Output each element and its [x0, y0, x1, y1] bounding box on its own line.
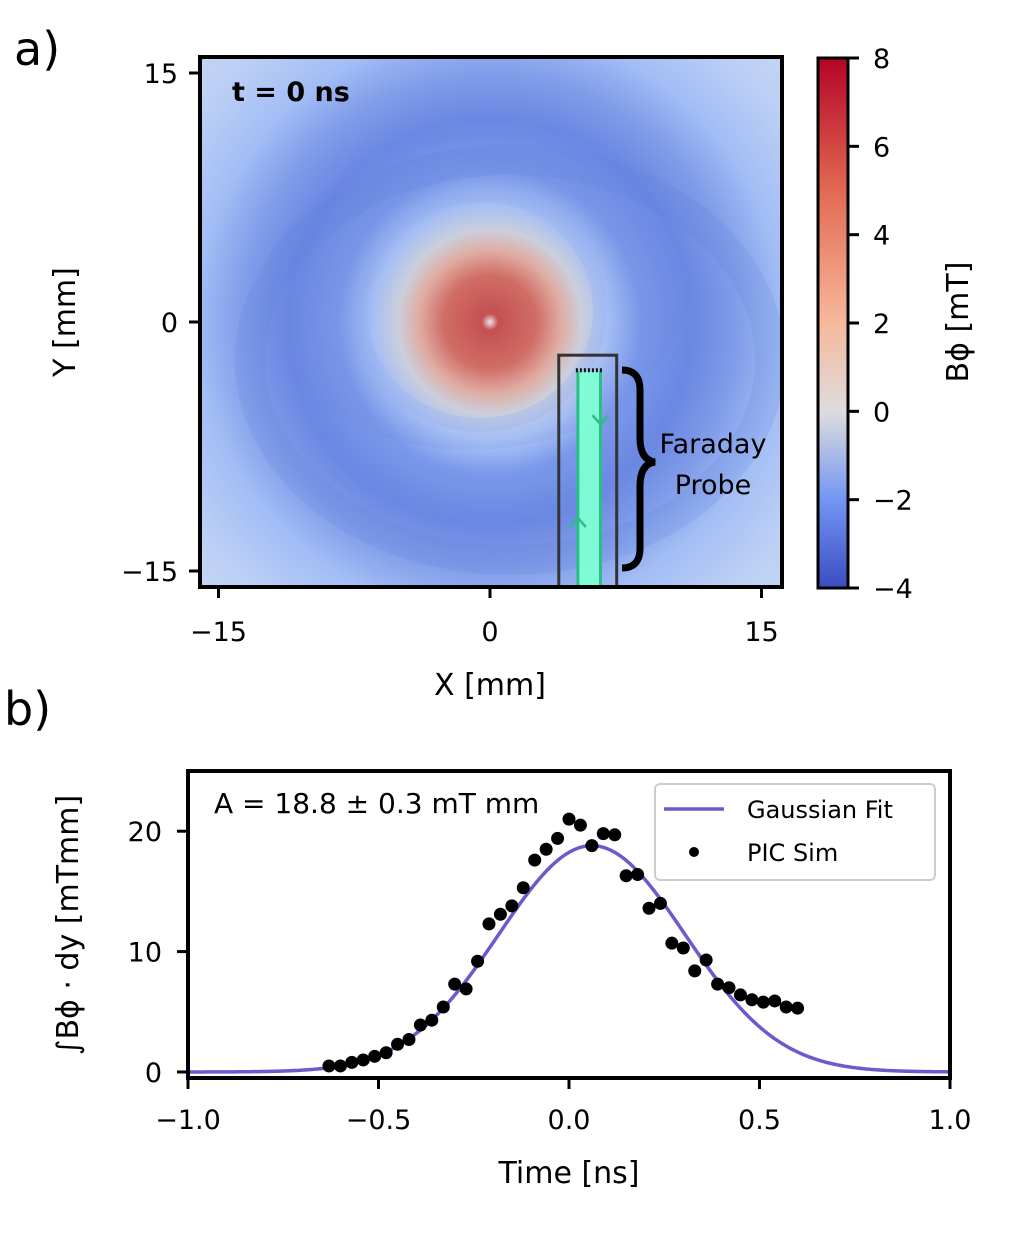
line-plot-x-tick-label: −0.5 [346, 1105, 412, 1136]
colorbar-tick-label: 0 [873, 397, 890, 428]
legend-pic-label: PIC Sim [747, 839, 838, 867]
pic-sim-point [642, 901, 656, 915]
pic-sim-point [391, 1037, 405, 1051]
pic-sim-point [608, 828, 622, 842]
panel-a-label: a) [14, 22, 60, 76]
pic-sim-point [733, 988, 747, 1002]
pic-sim-point [505, 899, 519, 913]
heatmap-x-tick-label: −15 [190, 617, 247, 648]
probe-arrow-down-icon [591, 414, 610, 427]
line-plot-x-tick-label: −1.0 [155, 1105, 221, 1136]
pic-sim-point [528, 853, 542, 867]
line-plot-x-ticks: −1.0 −0.5 0.0 0.5 1.0 [155, 1078, 971, 1136]
pic-sim-points [322, 812, 805, 1073]
pic-sim-point [345, 1055, 359, 1069]
colorbar-tick-label: −4 [873, 574, 913, 605]
line-plot-x-tick-label: 0.5 [738, 1105, 781, 1136]
pic-sim-point [665, 936, 679, 950]
pic-sim-point [539, 842, 553, 856]
legend: Gaussian Fit PIC Sim [654, 783, 936, 881]
pic-sim-point [551, 831, 565, 845]
pic-sim-point [676, 941, 690, 955]
line-plot-x-tick-label: 1.0 [929, 1105, 972, 1136]
colorbar-tick-label: 8 [873, 44, 890, 75]
line-plot-x-axis-title: Time [ns] [497, 1156, 639, 1191]
line-plot-x-tick-label: 0.0 [548, 1105, 591, 1136]
pic-sim-point [471, 954, 485, 968]
legend-gaussian-label: Gaussian Fit [747, 796, 893, 824]
pic-sim-point [333, 1059, 347, 1073]
heatmap-y-tick-label: 15 [144, 59, 178, 90]
heatmap-y-ticks: −15 0 15 [121, 59, 200, 588]
pic-sim-point [722, 981, 736, 995]
line-plot-y-tick-label: 0 [145, 1058, 162, 1089]
colorbar-tick-label: 2 [873, 309, 890, 340]
pic-sim-point [619, 869, 633, 883]
pic-sim-point [413, 1018, 427, 1032]
colorbar-tick-label: −2 [873, 486, 913, 517]
colorbar [816, 56, 850, 590]
time-annotation: t = 0 ns [232, 77, 350, 108]
colorbar-tick-label: 6 [873, 132, 890, 163]
legend-box [654, 783, 936, 881]
pic-sim-point [711, 977, 725, 991]
probe-arrow-up-icon [568, 516, 587, 528]
pic-sim-point [322, 1059, 336, 1073]
pic-sim-point [768, 994, 782, 1008]
colorbar-ticks: 8 6 4 2 0 −2 −4 [848, 44, 913, 605]
colorbar-tick-label: 4 [873, 221, 890, 252]
pic-sim-point [573, 818, 587, 832]
pic-sim-point [631, 868, 645, 882]
heatmap-field [200, 57, 782, 587]
pic-sim-point [688, 964, 702, 978]
pic-sim-point [791, 1001, 805, 1015]
heatmap-y-axis-title: Y [mm] [48, 267, 83, 378]
gaussian-fit-line [188, 843, 950, 1074]
legend-dot-swatch [689, 847, 699, 857]
pic-sim-point [493, 907, 507, 921]
line-plot-y-tick-label: 20 [128, 817, 162, 848]
pic-sim-point [756, 995, 770, 1009]
pic-sim-point [356, 1053, 370, 1067]
heatmap-y-tick-label: 0 [161, 308, 178, 339]
heatmap-x-ticks: −15 0 15 [190, 587, 779, 648]
line-plot-y-tick-label: 10 [128, 938, 162, 969]
probe-label-line1: Faraday [660, 429, 767, 460]
pic-sim-point [653, 896, 667, 910]
probe-label-line2: Probe [675, 470, 752, 501]
pic-sim-point [379, 1046, 393, 1060]
pic-sim-point [459, 982, 473, 996]
pic-sim-point [562, 812, 576, 826]
colorbar-title: Bϕ [mT] [941, 262, 976, 383]
line-plot-area [188, 812, 950, 1074]
heatmap-x-tick-label: 0 [481, 617, 498, 648]
pic-sim-point [436, 1000, 450, 1014]
probe-brace-icon [621, 366, 656, 572]
heatmap-x-axis-title: X [mm] [434, 668, 546, 703]
heatmap-y-tick-label: −15 [121, 557, 178, 588]
panel-b-label: b) [4, 682, 51, 736]
pic-sim-point [482, 917, 496, 931]
pic-sim-point [585, 839, 599, 853]
pic-sim-point [745, 993, 759, 1007]
pic-sim-point [596, 827, 610, 841]
pic-sim-point [699, 953, 713, 967]
pic-sim-point [402, 1032, 416, 1046]
pic-sim-point [368, 1049, 382, 1063]
amplitude-annotation: A = 18.8 ± 0.3 mT mm [214, 787, 539, 820]
pic-sim-point [448, 977, 462, 991]
heatmap-x-tick-label: 15 [744, 617, 778, 648]
pic-sim-point [425, 1013, 439, 1027]
probe-fill [577, 371, 601, 587]
line-plot-y-axis-title: ∫Bϕ · dy [mTmm] [51, 795, 86, 1055]
pic-sim-point [516, 881, 530, 895]
pic-sim-point [779, 1000, 793, 1014]
line-plot-y-ticks: 0 10 20 [128, 817, 188, 1089]
